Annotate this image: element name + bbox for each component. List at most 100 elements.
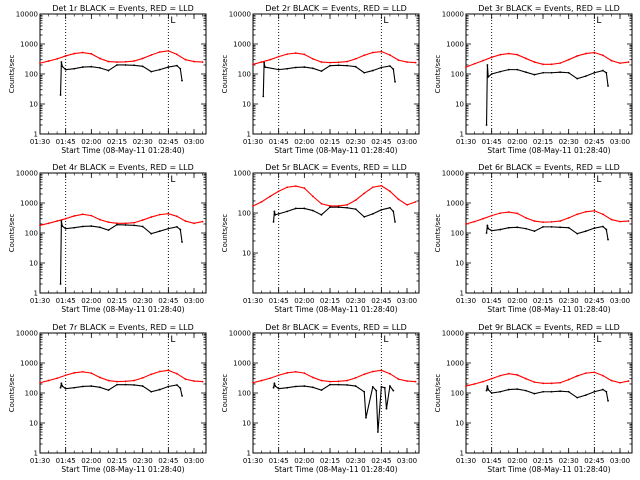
x-tick-label: 01:30 [30, 297, 50, 305]
y-tick-label: 1000 [446, 360, 464, 368]
data-point [73, 226, 76, 229]
x-tick-label: 01:45 [56, 457, 76, 465]
data-point [550, 225, 553, 228]
data-point [593, 227, 596, 230]
data-point [346, 379, 349, 382]
data-point [294, 385, 297, 388]
data-point [116, 223, 118, 226]
data-point [516, 226, 519, 229]
data-point [176, 372, 178, 375]
data-point [380, 184, 383, 187]
data-point [406, 61, 408, 63]
data-point [482, 59, 485, 62]
y-tick-label: 1000 [233, 360, 251, 368]
x-tick-label: 01:45 [482, 297, 502, 305]
data-point [389, 385, 391, 387]
data-point [329, 380, 331, 383]
y-tick-label: 10000 [442, 170, 464, 178]
data-point [303, 66, 306, 68]
data-point [365, 416, 367, 419]
data-point [277, 374, 280, 377]
x-tick-label: 02:30 [559, 457, 579, 465]
data-point [550, 382, 553, 385]
y-tick-label: 10 [29, 420, 38, 428]
data-point [64, 68, 67, 71]
data-point [490, 214, 493, 217]
data-point [354, 57, 357, 60]
data-point [610, 218, 613, 221]
data-point [380, 369, 383, 372]
data-point [263, 61, 266, 64]
data-point [158, 51, 161, 53]
data-point [380, 208, 383, 211]
x-axis-label: Start Time (08-May-11 01:28:40) [274, 146, 397, 155]
x-axis-label: Start Time (08-May-11 01:28:40) [61, 305, 184, 314]
data-point [567, 390, 570, 393]
plot-frame [252, 172, 420, 294]
data-point [375, 389, 378, 392]
data-point [584, 52, 587, 55]
data-point [337, 383, 340, 386]
data-point [499, 70, 502, 73]
data-point [576, 396, 579, 399]
data-point [499, 374, 502, 377]
marker-label: L [170, 335, 175, 345]
data-point [473, 383, 476, 385]
data-point [133, 60, 136, 62]
data-point [397, 378, 400, 381]
x-axis-label: Start Time (08-May-11 01:28:40) [487, 465, 610, 474]
series-line-black [60, 383, 183, 397]
data-point [116, 222, 118, 225]
data-point [98, 376, 101, 379]
x-tick-label: 01:30 [243, 457, 263, 465]
data-point [273, 382, 276, 385]
data-point [593, 390, 596, 393]
y-tick-label: 1000 [233, 41, 251, 49]
data-point [56, 57, 59, 60]
series-line-red [252, 185, 416, 207]
x-axis-label: Start Time (08-May-11 01:28:40) [61, 146, 184, 155]
y-tick-label: 10 [242, 250, 251, 258]
data-point [133, 64, 136, 67]
data-point [602, 225, 604, 228]
data-point [303, 53, 306, 56]
x-tick-label: 03:00 [184, 457, 204, 465]
y-tick-label: 100 [238, 71, 251, 79]
data-point [141, 385, 144, 387]
y-tick-label: 1000 [446, 41, 464, 49]
data-point [107, 69, 110, 72]
data-point [533, 220, 536, 222]
data-point [73, 371, 76, 374]
data-point [167, 49, 170, 52]
data-point [576, 55, 579, 57]
data-point [260, 200, 263, 203]
data-point [61, 385, 64, 387]
data-point [150, 373, 153, 376]
y-tick-label: 1000 [446, 200, 464, 208]
x-axis-label: Start Time (08-May-11 01:28:40) [274, 305, 397, 314]
data-point [81, 213, 84, 216]
data-point [277, 68, 280, 71]
data-point [141, 225, 144, 228]
data-point [60, 220, 63, 222]
data-point [363, 71, 366, 74]
data-point [272, 386, 275, 389]
data-point [150, 232, 153, 235]
data-point [397, 198, 400, 201]
x-tick-label: 01:45 [482, 457, 502, 465]
data-point [354, 65, 357, 68]
y-tick-label: 10 [29, 260, 38, 268]
y-tick-label: 10 [455, 420, 464, 428]
data-point [354, 376, 357, 379]
data-point [81, 370, 84, 373]
data-point [371, 69, 374, 72]
data-point [116, 61, 118, 63]
data-point [392, 68, 395, 71]
data-point [619, 381, 621, 384]
marker-label: L [170, 175, 175, 185]
chart-title: Det 8r BLACK = Events, RED = LLD [265, 323, 407, 332]
data-point [59, 94, 62, 96]
data-point [176, 225, 178, 228]
x-tick-label: 02:45 [584, 297, 604, 305]
series-line-black [272, 206, 396, 222]
